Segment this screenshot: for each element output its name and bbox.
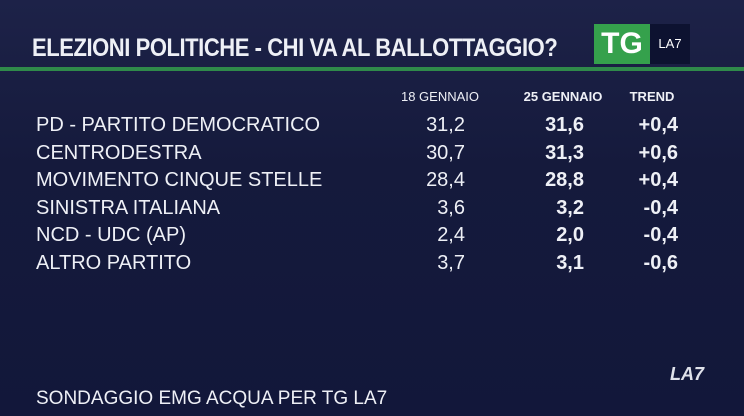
table-cell: +0,4: [638, 169, 678, 191]
title: ELEZIONI POLITICHE - CHI VA AL BALLOTTAG…: [32, 34, 558, 62]
table-cell: +0,4: [638, 114, 678, 136]
party-name: PD - PARTITO DEMOCRATICO: [36, 114, 321, 136]
table-cell: 2,0: [556, 224, 584, 246]
table-cell: 3,6: [437, 196, 465, 219]
party-name: CENTRODESTRA: [36, 141, 202, 164]
table-cell: 2,4: [437, 224, 465, 246]
logo: TG LA7: [594, 24, 690, 64]
party-name: NCD - UDC (AP): [36, 224, 186, 246]
table-cell: 31,6: [545, 114, 584, 136]
table-cell: 3,2: [556, 196, 584, 219]
table-cell: -0,6: [643, 251, 678, 274]
table-cell: 31,2: [426, 114, 465, 136]
table-cell: -0,4: [643, 196, 678, 219]
column-header: TREND: [629, 89, 675, 104]
corner-logo: LA7: [670, 364, 705, 384]
table-cell: 3,1: [556, 251, 584, 274]
source: SONDAGGIO EMG ACQUA PER TG LA7: [36, 388, 388, 409]
divider: [0, 67, 744, 71]
logo-la7: LA7: [650, 24, 690, 64]
party-name: SINISTRA ITALIANA: [36, 196, 221, 219]
table-cell: 28,4: [426, 169, 465, 191]
party-name: MOVIMENTO CINQUE STELLE: [36, 169, 323, 191]
table-cell: 28,8: [545, 169, 584, 191]
table-cell: +0,6: [638, 141, 678, 164]
column-header: 25 GENNAIO: [523, 89, 603, 104]
party-name: ALTRO PARTITO: [36, 251, 192, 274]
table-cell: -0,4: [643, 224, 678, 246]
column-header: 18 GENNAIO: [400, 89, 480, 104]
table-cell: 31,3: [545, 141, 584, 164]
table-cell: 30,7: [426, 141, 465, 164]
table-cell: 3,7: [437, 251, 465, 274]
logo-tg: TG: [594, 24, 650, 64]
